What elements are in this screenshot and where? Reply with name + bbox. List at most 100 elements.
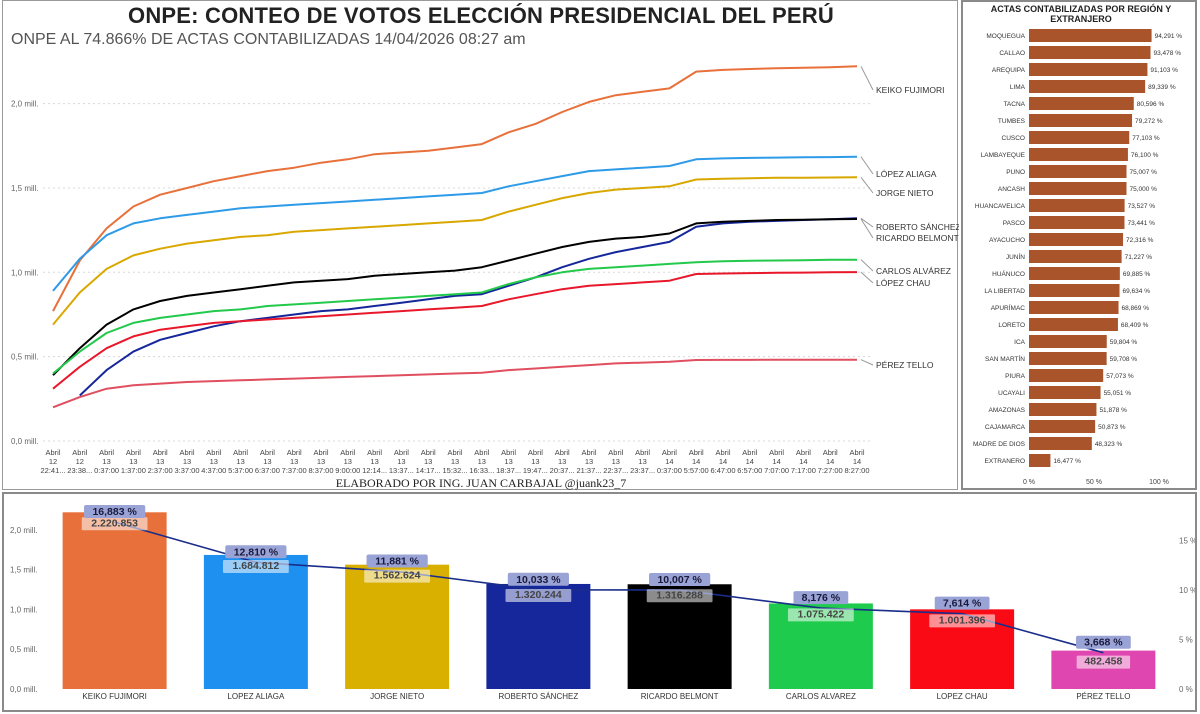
region-value-label: 59,708 % bbox=[1110, 356, 1138, 363]
percent-label-bg bbox=[366, 554, 428, 568]
y-tick-label: 1,0 mill. bbox=[11, 268, 39, 277]
series-end-label: RICARDO BELMONT bbox=[876, 233, 959, 243]
x-tick-label: 14:17... bbox=[416, 466, 441, 475]
region-value-label: 59,804 % bbox=[1110, 339, 1138, 346]
x-tick-label: 7:27:00 bbox=[818, 466, 843, 475]
candidate-label: PÉREZ TELLO bbox=[1076, 692, 1130, 701]
region-value-label: 51,878 % bbox=[1099, 407, 1127, 414]
region-label: PIURA bbox=[1005, 373, 1026, 380]
x-tick-label: Abril bbox=[662, 448, 677, 457]
value-label: 1.001.396 bbox=[939, 614, 986, 626]
series-leader-line bbox=[860, 156, 874, 175]
percent-label-bg bbox=[934, 596, 990, 610]
region-bar bbox=[1029, 131, 1130, 144]
value-label-bg bbox=[505, 588, 572, 602]
region-bar bbox=[1029, 165, 1127, 178]
x-tick-label: Abril bbox=[447, 448, 462, 457]
x-tick-label: 13 bbox=[585, 457, 593, 466]
candidate-bar-panel: 0,0 mill. 0,5 mill. 1,0 mill. 1,5 mill. 2,0 … bbox=[2, 492, 1197, 712]
region-bar bbox=[1029, 284, 1120, 297]
percent-label-bg bbox=[1075, 635, 1131, 649]
region-bar bbox=[1029, 301, 1119, 314]
region-label: MOQUEGUA bbox=[986, 33, 1025, 40]
x-tick-label: Abril bbox=[313, 448, 328, 457]
y2-tick-label: 5 % bbox=[1179, 636, 1193, 645]
x-tick-label: Abril bbox=[340, 448, 355, 457]
region-label: SAN MARTÍN bbox=[985, 354, 1025, 363]
value-label-bg bbox=[222, 559, 289, 573]
y-tick-label: 0,5 mill. bbox=[11, 353, 39, 362]
region-bar bbox=[1029, 80, 1146, 93]
percent-label-bg bbox=[649, 573, 711, 587]
x-tick-label: 13:37... bbox=[389, 466, 414, 475]
candidate-label: LOPEZ ALIAGA bbox=[227, 692, 285, 701]
region-bar bbox=[1029, 216, 1125, 229]
region-label: LAMBAYEQUE bbox=[981, 152, 1026, 159]
value-label-bg bbox=[1076, 655, 1131, 669]
percent-label: 10,033 % bbox=[516, 574, 561, 586]
region-value-label: 73,527 % bbox=[1128, 203, 1156, 210]
series-leader-line bbox=[860, 359, 874, 366]
value-label-bg bbox=[81, 517, 148, 531]
value-label: 2.220.853 bbox=[91, 517, 138, 529]
percent-label: 8,176 % bbox=[802, 592, 841, 604]
region-bar bbox=[1029, 335, 1107, 348]
x-tick-label: 5:57:00 bbox=[684, 466, 709, 475]
x-tick-label: 13 bbox=[102, 457, 110, 466]
x-tick-label: 12 bbox=[76, 457, 84, 466]
region-label: UCAYALI bbox=[998, 390, 1025, 397]
series-end-label: LÓPEZ CHAU bbox=[876, 278, 930, 288]
x-tick-label: 22:37... bbox=[603, 466, 628, 475]
region-bar bbox=[1029, 318, 1118, 331]
region-bar bbox=[1029, 199, 1125, 212]
x-tick-label: 13 bbox=[236, 457, 244, 466]
percent-label: 11,881 % bbox=[375, 555, 419, 567]
x-tick-label: Abril bbox=[421, 448, 436, 457]
y-tick-label: 0,5 mill. bbox=[10, 645, 38, 654]
percent-label: 3,668 % bbox=[1084, 637, 1123, 649]
candidate-bar-chart: 0,0 mill. 0,5 mill. 1,0 mill. 1,5 mill. 2,0 … bbox=[10, 504, 1195, 701]
x-tick-label: 0 % bbox=[1023, 479, 1035, 486]
value-label: 1.320.244 bbox=[515, 589, 562, 601]
x-tick-label: 8:27:00 bbox=[844, 466, 869, 475]
y-tick-label: 0,0 mill. bbox=[11, 437, 39, 446]
x-tick-label: 0:37:00 bbox=[657, 466, 682, 475]
y-tick-label: 1,5 mill. bbox=[10, 566, 38, 575]
region-value-label: 79,272 % bbox=[1135, 118, 1163, 125]
percent-label: 10,007 % bbox=[657, 574, 702, 586]
x-tick-label: 13 bbox=[638, 457, 646, 466]
region-bar bbox=[1029, 437, 1092, 450]
x-tick-label: 18:37... bbox=[496, 466, 521, 475]
percent-label-bg bbox=[507, 572, 569, 586]
region-label: HUÁNUCO bbox=[992, 269, 1025, 278]
x-tick-label: 14 bbox=[719, 457, 727, 466]
region-label: HUANCAVELICA bbox=[975, 203, 1026, 210]
x-tick-label: 13 bbox=[344, 457, 352, 466]
x-tick-label: Abril bbox=[72, 448, 87, 457]
value-label-bg bbox=[364, 569, 431, 583]
x-tick-label: 13 bbox=[156, 457, 164, 466]
value-label: 1.316.288 bbox=[656, 589, 703, 601]
region-bar bbox=[1029, 233, 1124, 246]
series-end-label: CARLOS ALVÁREZ bbox=[876, 266, 951, 276]
x-tick-label: Abril bbox=[287, 448, 302, 457]
vote-count-line-chart: 0,0 mill. 0,5 mill. 1,0 mill. 1,5 mill. 2,0 … bbox=[11, 65, 959, 475]
series-line-perez-tello bbox=[52, 358, 857, 409]
x-tick-label: Abril bbox=[742, 448, 757, 457]
x-tick-label: 23:37... bbox=[630, 466, 655, 475]
x-tick-label: Abril bbox=[126, 448, 141, 457]
region-label: CAJAMARCA bbox=[985, 424, 1026, 431]
region-value-label: 75,007 % bbox=[1130, 169, 1158, 176]
y-tick-label: 2,0 mill. bbox=[11, 100, 39, 109]
x-tick-label: Abril bbox=[555, 448, 570, 457]
x-tick-label: Abril bbox=[179, 448, 194, 457]
region-bar bbox=[1029, 63, 1148, 76]
region-bar bbox=[1029, 114, 1133, 127]
region-label: EXTRANERO bbox=[985, 458, 1025, 465]
percent-label: 7,614 % bbox=[943, 598, 982, 610]
x-tick-label: 16:33... bbox=[469, 466, 494, 475]
region-label: CALLAO bbox=[999, 50, 1025, 57]
x-tick-label: 12 bbox=[49, 457, 57, 466]
series-leader-line bbox=[860, 177, 874, 194]
candidate-label: CARLOS ALVAREZ bbox=[786, 692, 856, 701]
